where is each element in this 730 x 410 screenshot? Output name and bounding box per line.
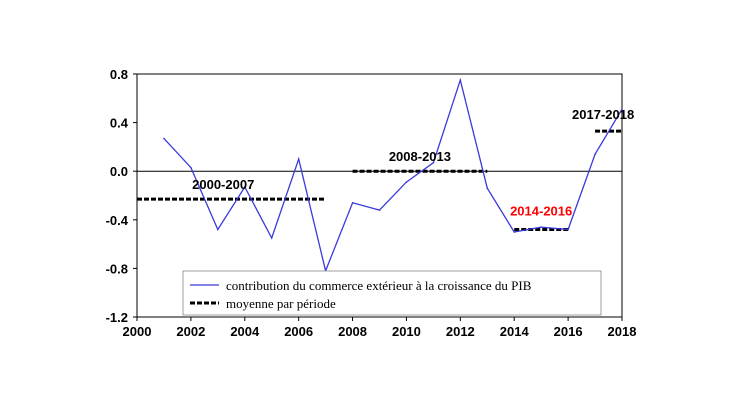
series-point <box>594 153 596 155</box>
series-point <box>270 237 273 239</box>
x-tick-label: 2006 <box>284 324 313 339</box>
legend-label-means: moyenne par période <box>226 296 336 311</box>
series-point <box>243 186 246 188</box>
x-axis: 2000 2002 2004 2006 2008 2010 2012 2014 2016 2018 <box>123 317 637 339</box>
series-point <box>297 158 300 160</box>
x-tick-label: 2000 <box>123 324 152 339</box>
x-tick-label: 2002 <box>176 324 205 339</box>
x-tick-label: 2008 <box>338 324 367 339</box>
series-point <box>405 181 408 183</box>
legend-box <box>182 270 602 316</box>
series-point <box>459 79 462 81</box>
x-tick-label: 2018 <box>608 324 637 339</box>
period-labels: 2000-2007 2008-2013 2014-2016 2017-2018 <box>192 107 634 218</box>
x-tick-label: 2012 <box>446 324 475 339</box>
series-point <box>351 201 354 204</box>
y-tick-label: 0.0 <box>110 164 128 179</box>
period-mean-label: 2008-2013 <box>389 149 451 164</box>
legend-label-series: contribution du commerce extérieur à la … <box>226 278 532 293</box>
x-tick-label: 2010 <box>392 324 421 339</box>
series-point <box>540 226 542 228</box>
period-means <box>137 129 622 232</box>
series-point <box>432 161 435 164</box>
series-point <box>513 231 516 233</box>
x-tick-label: 2004 <box>230 324 260 339</box>
series-point <box>378 209 381 211</box>
series-point <box>621 108 623 111</box>
series-point <box>190 166 192 169</box>
series-point <box>217 228 219 231</box>
x-tick-label: 2016 <box>554 324 583 339</box>
series-point <box>486 187 489 190</box>
y-tick-label: -0.4 <box>106 213 129 228</box>
y-tick-label: -0.8 <box>106 261 128 276</box>
legend: contribution du commerce extérieur à la … <box>182 270 602 316</box>
series-point <box>567 228 569 231</box>
series-point <box>163 137 165 140</box>
x-tick-label: 2014 <box>500 324 530 339</box>
y-tick-label: 0.8 <box>110 67 128 82</box>
y-tick-label: -1.2 <box>106 310 128 325</box>
series-line <box>163 77 623 273</box>
y-tick-label: 0.4 <box>110 116 129 131</box>
y-axis: 0.8 0.4 0.0 -0.4 -0.8 -1.2 <box>106 67 137 325</box>
series-points <box>163 79 623 272</box>
period-mean-label: 2017-2018 <box>572 107 634 122</box>
period-mean-label: 2000-2007 <box>192 177 254 192</box>
period-mean-label: 2014-2016 <box>510 204 572 219</box>
